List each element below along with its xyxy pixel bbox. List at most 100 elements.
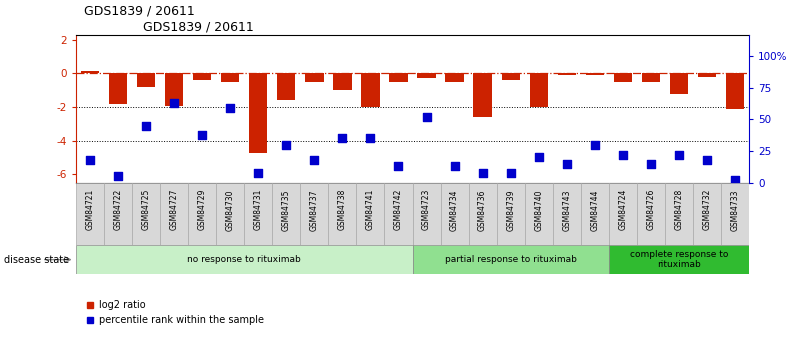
Text: GSM84741: GSM84741: [366, 189, 375, 230]
Text: GSM84740: GSM84740: [534, 189, 543, 230]
Point: [195, 132, 208, 137]
Bar: [413, 245, 609, 274]
Bar: [726, 73, 744, 109]
Text: GSM84732: GSM84732: [702, 189, 711, 230]
Bar: [469, 183, 497, 245]
Text: GSM84722: GSM84722: [114, 189, 123, 230]
Bar: [305, 73, 324, 82]
Text: complete response to
rituximab: complete response to rituximab: [630, 250, 728, 269]
Bar: [497, 183, 525, 245]
Text: GSM84725: GSM84725: [142, 189, 151, 230]
Bar: [581, 183, 609, 245]
Text: GDS1839 / 20611: GDS1839 / 20611: [84, 4, 195, 17]
Bar: [586, 73, 604, 75]
Point: [111, 174, 125, 179]
Text: no response to rituximab: no response to rituximab: [187, 255, 301, 264]
Bar: [473, 73, 492, 117]
Bar: [642, 73, 660, 82]
Point: [449, 164, 461, 169]
Bar: [525, 183, 553, 245]
Point: [421, 114, 433, 119]
Point: [532, 155, 545, 160]
Bar: [137, 73, 155, 87]
Bar: [693, 183, 721, 245]
Text: GSM84736: GSM84736: [478, 189, 487, 230]
Bar: [244, 183, 272, 245]
Bar: [698, 73, 716, 77]
Bar: [328, 183, 356, 245]
Bar: [553, 183, 581, 245]
Text: GSM84727: GSM84727: [170, 189, 179, 230]
Bar: [76, 183, 104, 245]
Bar: [614, 73, 632, 82]
Text: partial response to rituximab: partial response to rituximab: [445, 255, 577, 264]
Bar: [637, 183, 665, 245]
Point: [476, 170, 489, 176]
Text: GSM84730: GSM84730: [226, 189, 235, 230]
Bar: [361, 73, 380, 107]
Bar: [609, 183, 637, 245]
Point: [139, 123, 152, 128]
Bar: [721, 183, 749, 245]
Text: GSM84738: GSM84738: [338, 189, 347, 230]
Text: GSM84726: GSM84726: [646, 189, 655, 230]
Bar: [333, 73, 352, 90]
Point: [561, 161, 574, 167]
Text: GSM84731: GSM84731: [254, 189, 263, 230]
Bar: [609, 245, 749, 274]
Text: GSM84734: GSM84734: [450, 189, 459, 230]
Text: GSM84723: GSM84723: [422, 189, 431, 230]
Bar: [417, 73, 436, 78]
Bar: [160, 183, 188, 245]
Point: [280, 142, 293, 147]
Point: [672, 152, 685, 158]
Point: [224, 105, 237, 111]
Bar: [193, 73, 211, 80]
Text: GSM84728: GSM84728: [674, 189, 683, 230]
Point: [505, 170, 517, 176]
Bar: [76, 245, 413, 274]
Text: GSM84737: GSM84737: [310, 189, 319, 230]
Bar: [104, 183, 132, 245]
Point: [308, 157, 320, 163]
Text: GSM84733: GSM84733: [731, 189, 739, 230]
Bar: [109, 73, 127, 104]
Bar: [389, 73, 408, 82]
Text: GSM84739: GSM84739: [506, 189, 515, 230]
Bar: [221, 73, 239, 82]
Point: [84, 157, 96, 163]
Bar: [300, 183, 328, 245]
Point: [364, 136, 377, 141]
Text: GSM84743: GSM84743: [562, 189, 571, 230]
Bar: [557, 73, 576, 75]
Point: [616, 152, 629, 158]
Point: [588, 142, 601, 147]
Bar: [165, 73, 183, 106]
Point: [168, 100, 181, 106]
Bar: [277, 73, 296, 100]
Point: [700, 157, 713, 163]
Point: [252, 170, 264, 176]
Text: GSM84735: GSM84735: [282, 189, 291, 230]
Legend: log2 ratio, percentile rank within the sample: log2 ratio, percentile rank within the s…: [81, 296, 268, 329]
Bar: [413, 183, 441, 245]
Bar: [216, 183, 244, 245]
Bar: [529, 73, 548, 107]
Text: GSM84729: GSM84729: [198, 189, 207, 230]
Point: [392, 164, 405, 169]
Text: GSM84742: GSM84742: [394, 189, 403, 230]
Bar: [501, 73, 520, 80]
Bar: [132, 183, 160, 245]
Bar: [188, 183, 216, 245]
Text: GDS1839 / 20611: GDS1839 / 20611: [143, 20, 254, 33]
Text: disease state: disease state: [4, 255, 69, 265]
Bar: [81, 71, 99, 73]
Bar: [670, 73, 688, 93]
Bar: [665, 183, 693, 245]
Bar: [249, 73, 268, 152]
Point: [336, 136, 349, 141]
Text: GSM84721: GSM84721: [86, 189, 95, 230]
Point: [728, 178, 741, 183]
Bar: [445, 73, 464, 82]
Text: GSM84724: GSM84724: [618, 189, 627, 230]
